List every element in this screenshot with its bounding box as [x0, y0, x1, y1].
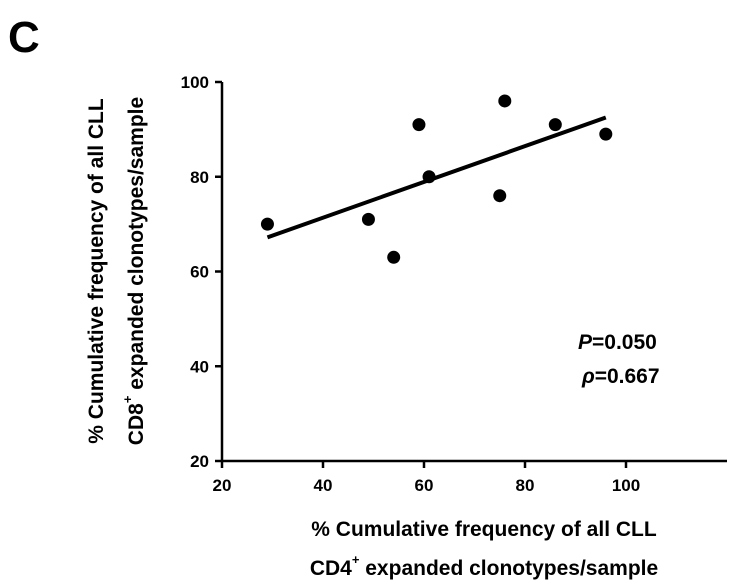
x-tick-label: 60	[415, 476, 434, 495]
ticks: 20 40 60 80 100 20 40 60 80 100	[181, 73, 641, 495]
data-point	[361, 212, 375, 226]
x-axis-title-sup: +	[352, 552, 360, 567]
data-point	[387, 250, 401, 264]
y-axis-title-cd8: CD8	[125, 403, 148, 445]
rho-symbol: ρ	[581, 365, 595, 388]
x-tick-label: 20	[213, 476, 232, 495]
x-tick-label: 80	[516, 476, 535, 495]
data-point	[412, 118, 426, 132]
data-point	[498, 94, 512, 108]
data-point	[422, 170, 436, 184]
x-tick-label: 40	[314, 476, 333, 495]
p-value-annotation: P=0.050	[578, 331, 657, 354]
y-axis-title-line2: CD8+ expanded clonotypes/sample	[120, 97, 148, 445]
trendline-group	[266, 115, 607, 240]
x-axis-title-line1: % Cumulative frequency of all CLL	[311, 518, 657, 541]
y-tick-label: 100	[181, 73, 209, 92]
data-point	[260, 217, 274, 231]
x-axis-title-rest: expanded clonotypes/sample	[359, 557, 658, 580]
x-axis-title: % Cumulative frequency of all CLL CD4+ e…	[310, 518, 658, 580]
x-axis-title-cd4: CD4	[310, 557, 352, 580]
y-axis-title-rest: expanded clonotypes/sample	[125, 97, 148, 396]
rho-value: =0.667	[595, 365, 660, 388]
p-value: =0.050	[592, 331, 657, 354]
y-axis-title: % Cumulative frequency of all CLL CD8+ e…	[85, 97, 148, 445]
trendline	[266, 115, 607, 240]
data-points	[260, 94, 613, 264]
data-point	[548, 118, 562, 132]
x-axis-title-line2: CD4+ expanded clonotypes/sample	[310, 552, 658, 580]
axes	[220, 82, 727, 463]
y-axis-title-sup: +	[120, 395, 135, 403]
y-tick-label: 60	[190, 263, 209, 282]
y-tick-label: 40	[190, 357, 209, 376]
y-tick-label: 20	[190, 452, 209, 471]
rho-annotation: ρ=0.667	[581, 365, 660, 388]
x-tick-label: 100	[612, 476, 640, 495]
y-axis-title-line1: % Cumulative frequency of all CLL	[85, 98, 108, 444]
y-tick-label: 80	[190, 168, 209, 187]
stats-annotation: P=0.050 ρ=0.667	[578, 331, 660, 388]
p-symbol: P	[578, 331, 593, 354]
data-point	[599, 127, 613, 141]
data-point	[493, 189, 507, 203]
panel-label: C	[8, 13, 40, 62]
